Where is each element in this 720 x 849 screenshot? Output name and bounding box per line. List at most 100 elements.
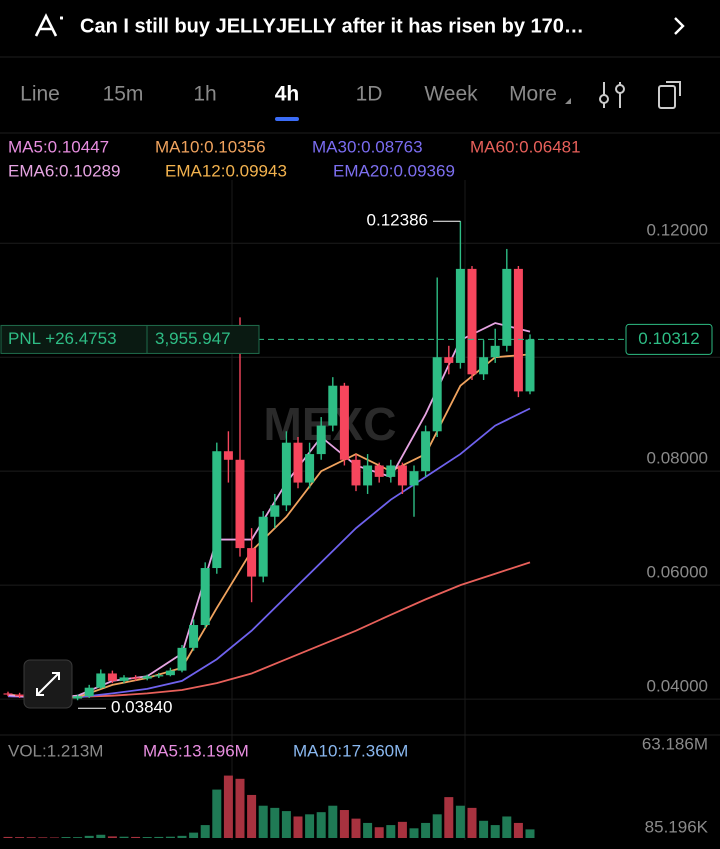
volume-bar bbox=[467, 807, 477, 838]
volume-bar bbox=[409, 828, 419, 838]
y-tick-label: 0.12000 bbox=[647, 221, 708, 240]
candle-body bbox=[513, 268, 523, 392]
candle-body bbox=[479, 357, 489, 375]
candle-body bbox=[247, 548, 257, 577]
last-price: 0.10312 bbox=[638, 329, 699, 348]
candle-body bbox=[409, 471, 419, 486]
candle-body bbox=[525, 339, 535, 392]
candle-body bbox=[165, 670, 175, 676]
indicator-label: MA60:0.06481 bbox=[470, 137, 581, 156]
volume-bar bbox=[177, 835, 187, 838]
candle-body bbox=[107, 673, 117, 681]
candle-body bbox=[386, 465, 396, 477]
candle-body bbox=[142, 676, 152, 679]
volume-indicator: MA5:13.196M bbox=[143, 741, 249, 760]
candle-body bbox=[328, 385, 338, 426]
header-title[interactable]: Can I still buy JELLYJELLY after it has … bbox=[80, 15, 584, 37]
volume-bar bbox=[38, 837, 48, 838]
position-pnl: PNL +26.4753 bbox=[8, 329, 117, 348]
candle-body bbox=[15, 694, 25, 697]
candle-body bbox=[316, 425, 326, 455]
tab[interactable]: 1D bbox=[356, 83, 383, 106]
volume-tick-label: 85.196K bbox=[645, 817, 709, 836]
candle-body bbox=[270, 505, 280, 517]
volume-bar bbox=[223, 775, 233, 838]
volume-indicator: MA10:17.360M bbox=[293, 741, 408, 760]
candle-body bbox=[281, 442, 291, 506]
candle-body bbox=[444, 357, 454, 363]
volume-bar bbox=[490, 825, 500, 838]
indicator-label: MA10:0.10356 bbox=[155, 137, 266, 156]
candle-body bbox=[189, 625, 199, 648]
ma-line bbox=[7, 353, 531, 699]
indicator-label: MA30:0.08763 bbox=[312, 137, 423, 156]
candle-body bbox=[200, 568, 210, 626]
volume-bar bbox=[49, 837, 59, 838]
candle-body bbox=[363, 465, 373, 486]
ma-line bbox=[7, 407, 531, 699]
volume-bar bbox=[154, 836, 164, 838]
volume-bar bbox=[281, 811, 291, 838]
candle-body bbox=[3, 693, 13, 695]
position-amount: 3,955.947 bbox=[155, 329, 231, 348]
candle-body bbox=[84, 687, 94, 697]
volume-bar bbox=[421, 822, 431, 838]
candle-body bbox=[131, 677, 141, 679]
tab[interactable]: Line bbox=[20, 83, 60, 106]
volume-bar bbox=[270, 807, 280, 838]
volume-bar bbox=[212, 789, 222, 838]
rotate-icon[interactable] bbox=[658, 81, 681, 109]
volume-bar bbox=[142, 837, 152, 838]
candle-body bbox=[96, 673, 106, 688]
chevron[interactable] bbox=[674, 17, 685, 35]
tab[interactable]: 15m bbox=[103, 83, 144, 106]
candle-body bbox=[374, 465, 384, 477]
tab[interactable]: 4h bbox=[275, 83, 300, 106]
volume-bar bbox=[293, 816, 303, 838]
volume-bar bbox=[386, 825, 396, 838]
candle-body bbox=[119, 677, 129, 681]
y-tick-label: 0.08000 bbox=[647, 449, 708, 468]
candle-body bbox=[154, 675, 164, 677]
volume-bar bbox=[258, 805, 268, 838]
indicator-label: EMA20:0.09369 bbox=[333, 161, 455, 180]
volume-bar bbox=[363, 822, 373, 838]
candle-body bbox=[339, 385, 349, 460]
candle-body bbox=[490, 345, 500, 358]
candle-body bbox=[258, 516, 268, 577]
candle-body bbox=[467, 268, 477, 375]
volume-bar bbox=[351, 818, 361, 838]
volume-bar bbox=[61, 837, 71, 838]
volume-bar bbox=[73, 837, 83, 838]
volume-bar bbox=[328, 805, 338, 838]
volume-bar bbox=[235, 778, 245, 838]
candle-body bbox=[235, 459, 245, 549]
candle-body bbox=[177, 647, 187, 671]
last-price-box bbox=[625, 323, 713, 355]
candle-body bbox=[397, 465, 407, 486]
volume-bar bbox=[374, 827, 384, 838]
volume-bar bbox=[3, 836, 13, 838]
settings-icon[interactable] bbox=[599, 82, 625, 108]
tab[interactable]: More bbox=[509, 83, 557, 106]
volume-bar bbox=[432, 814, 442, 838]
volume-bar bbox=[525, 829, 535, 838]
tab[interactable]: 1h bbox=[193, 83, 216, 106]
tab[interactable]: Week bbox=[424, 83, 478, 106]
position-box[interactable] bbox=[0, 324, 260, 354]
volume-bar bbox=[119, 836, 129, 838]
high-label: 0.12386 bbox=[367, 211, 428, 230]
low-label: 0.03840 bbox=[111, 698, 172, 717]
expand-icon bbox=[36, 672, 60, 696]
volume-indicator: VOL:1.213M bbox=[8, 741, 103, 760]
volume-bar bbox=[189, 832, 199, 838]
volume-bar bbox=[200, 825, 210, 838]
volume-bar bbox=[339, 810, 349, 838]
volume-bar bbox=[247, 794, 257, 838]
ma-line bbox=[7, 322, 531, 700]
candle-body bbox=[502, 268, 512, 346]
volume-bar bbox=[165, 836, 175, 838]
volume-tick-label: 63.186M bbox=[642, 734, 708, 753]
